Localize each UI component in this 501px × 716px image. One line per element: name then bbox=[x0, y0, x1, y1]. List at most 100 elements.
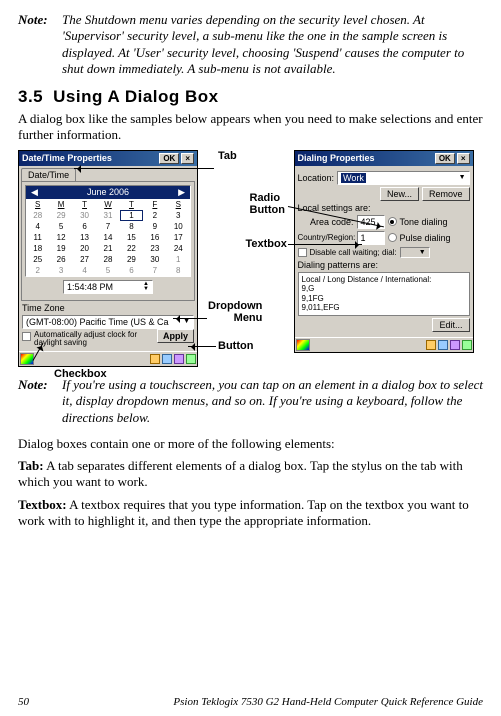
location-dropdown[interactable]: Work ▼ bbox=[337, 171, 469, 185]
calendar-day[interactable]: 24 bbox=[167, 243, 190, 254]
new-button[interactable]: New... bbox=[380, 187, 419, 201]
dialog-title: Dialing Properties bbox=[298, 153, 375, 163]
edit-button[interactable]: Edit... bbox=[432, 318, 469, 332]
next-month-icon[interactable]: ▶ bbox=[174, 187, 189, 198]
calendar-day[interactable]: 30 bbox=[73, 210, 96, 221]
calendar-day[interactable]: 17 bbox=[167, 232, 190, 243]
para-textbox-head: Textbox: bbox=[18, 497, 67, 512]
calendar-day[interactable]: 5 bbox=[96, 265, 119, 276]
para-textbox-text: A textbox requires that you type informa… bbox=[18, 497, 469, 528]
calendar-day[interactable]: 1 bbox=[120, 210, 143, 221]
footer-title: Psion Teklogix 7530 G2 Hand-Held Compute… bbox=[173, 696, 483, 708]
calendar-day[interactable]: 22 bbox=[120, 243, 143, 254]
calendar-day[interactable]: 8 bbox=[120, 221, 143, 232]
calendar-day[interactable]: 16 bbox=[143, 232, 166, 243]
location-row: Location: Work ▼ bbox=[298, 171, 470, 185]
calendar-day[interactable]: 27 bbox=[73, 254, 96, 265]
calendar-day[interactable]: 13 bbox=[73, 232, 96, 243]
pulse-radio[interactable] bbox=[388, 233, 397, 242]
calendar-day[interactable]: 28 bbox=[26, 210, 49, 221]
calendar-day[interactable]: 30 bbox=[143, 254, 166, 265]
time-spinner-icon[interactable]: ▲▼ bbox=[143, 282, 149, 292]
calendar-day[interactable]: 7 bbox=[143, 265, 166, 276]
calendar-day[interactable]: 20 bbox=[73, 243, 96, 254]
calendar-day[interactable]: 1 bbox=[167, 254, 190, 265]
callwait-dropdown[interactable]: ▼ bbox=[400, 247, 430, 258]
arrow bbox=[173, 318, 207, 319]
timezone-dropdown[interactable]: (GMT-08:00) Pacific Time (US & Ca ▼ bbox=[22, 315, 194, 329]
arrow bbox=[188, 346, 216, 347]
tray-icon bbox=[438, 340, 448, 350]
time-value: 1:54:48 PM bbox=[67, 282, 113, 292]
calendar-day[interactable]: 10 bbox=[167, 221, 190, 232]
note-shutdown: Note: The Shutdown menu varies depending… bbox=[18, 12, 483, 77]
tray-icon bbox=[426, 340, 436, 350]
checkbox-icon[interactable] bbox=[22, 332, 31, 341]
titlebar: Dialing Properties OK × bbox=[295, 151, 473, 166]
callwait-row: Disable call waiting; dial: ▼ bbox=[298, 247, 470, 258]
tray-icon bbox=[186, 354, 196, 364]
location-buttons: New... Remove bbox=[298, 187, 470, 201]
calendar-day[interactable]: 29 bbox=[49, 210, 72, 221]
calendar-day[interactable]: 6 bbox=[73, 221, 96, 232]
pattern-line: 9,1FG bbox=[302, 294, 466, 304]
tray-icon bbox=[174, 354, 184, 364]
ok-button[interactable]: OK bbox=[435, 153, 455, 164]
section-title: Using A Dialog Box bbox=[53, 87, 218, 106]
calendar-day[interactable]: 4 bbox=[26, 221, 49, 232]
chevron-down-icon: ▼ bbox=[183, 318, 190, 325]
calendar-day[interactable]: 28 bbox=[96, 254, 119, 265]
note-text: The Shutdown menu varies depending on th… bbox=[62, 12, 483, 77]
note-text: If you're using a touchscreen, you can t… bbox=[62, 377, 483, 426]
calendar-day[interactable]: 4 bbox=[73, 265, 96, 276]
taskbar bbox=[295, 337, 473, 352]
tone-radio[interactable] bbox=[388, 217, 397, 226]
close-icon[interactable]: × bbox=[457, 153, 470, 164]
remove-button[interactable]: Remove bbox=[422, 187, 470, 201]
calendar-day[interactable]: 5 bbox=[49, 221, 72, 232]
tray-icon bbox=[162, 354, 172, 364]
calendar-day[interactable]: 14 bbox=[96, 232, 119, 243]
calendar-day[interactable]: 3 bbox=[167, 210, 190, 221]
callwait-checkbox[interactable] bbox=[298, 248, 307, 257]
calendar-day[interactable]: 18 bbox=[26, 243, 49, 254]
location-label: Location: bbox=[298, 173, 335, 183]
prev-month-icon[interactable]: ◀ bbox=[27, 187, 42, 198]
patterns-label: Dialing patterns are: bbox=[298, 260, 470, 270]
edit-row: Edit... bbox=[298, 318, 470, 332]
time-field[interactable]: 1:54:48 PM ▲▼ bbox=[63, 280, 153, 294]
calendar-day[interactable]: 7 bbox=[96, 221, 119, 232]
calendar-day[interactable]: 12 bbox=[49, 232, 72, 243]
start-icon[interactable] bbox=[296, 339, 310, 351]
tab-datetime[interactable]: Date/Time bbox=[21, 168, 76, 181]
calendar-day[interactable]: 31 bbox=[96, 210, 119, 221]
calendar-day[interactable]: 8 bbox=[167, 265, 190, 276]
calendar-day[interactable]: 23 bbox=[143, 243, 166, 254]
ok-button[interactable]: OK bbox=[159, 153, 179, 164]
elements-intro: Dialog boxes contain one or more of the … bbox=[18, 436, 483, 452]
apply-button[interactable]: Apply bbox=[157, 329, 194, 343]
calendar-day[interactable]: 21 bbox=[96, 243, 119, 254]
calendar-day[interactable]: 3 bbox=[49, 265, 72, 276]
close-icon[interactable]: × bbox=[181, 153, 194, 164]
calendar-day[interactable]: 2 bbox=[26, 265, 49, 276]
calendar-day[interactable]: 6 bbox=[120, 265, 143, 276]
calendar-day[interactable]: 2 bbox=[143, 210, 166, 221]
callout-checkbox: Checkbox bbox=[54, 368, 107, 380]
taskbar bbox=[19, 351, 197, 366]
calendar-day[interactable]: 11 bbox=[26, 232, 49, 243]
timezone-label: Time Zone bbox=[22, 303, 194, 313]
calendar-day[interactable]: 15 bbox=[120, 232, 143, 243]
note-touchscreen: Note: If you're using a touchscreen, you… bbox=[18, 377, 483, 426]
timezone-value: (GMT-08:00) Pacific Time (US & Ca bbox=[26, 317, 169, 327]
calendar-day[interactable]: 26 bbox=[49, 254, 72, 265]
calendar-day[interactable]: 19 bbox=[49, 243, 72, 254]
local-settings-label: Local settings are: bbox=[298, 203, 470, 213]
location-value: Work bbox=[341, 173, 366, 183]
calendar-day[interactable]: 9 bbox=[143, 221, 166, 232]
tray-icon bbox=[150, 354, 160, 364]
calendar-day[interactable]: 25 bbox=[26, 254, 49, 265]
pattern-line: Local / Long Distance / International: bbox=[302, 275, 466, 285]
calendar-day[interactable]: 29 bbox=[120, 254, 143, 265]
calendar-dow: F bbox=[143, 199, 166, 210]
